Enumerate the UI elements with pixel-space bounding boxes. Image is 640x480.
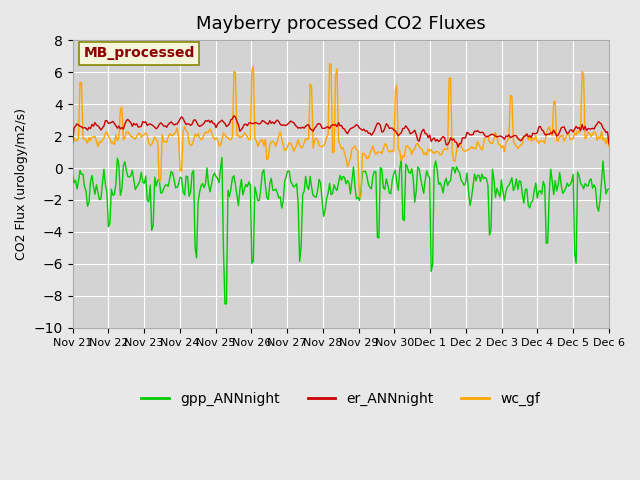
Text: MB_processed: MB_processed <box>83 47 195 60</box>
Title: Mayberry processed CO2 Fluxes: Mayberry processed CO2 Fluxes <box>196 15 486 33</box>
Legend: gpp_ANNnight, er_ANNnight, wc_gf: gpp_ANNnight, er_ANNnight, wc_gf <box>136 386 546 412</box>
Y-axis label: CO2 Flux (urology/m2/s): CO2 Flux (urology/m2/s) <box>15 108 28 260</box>
